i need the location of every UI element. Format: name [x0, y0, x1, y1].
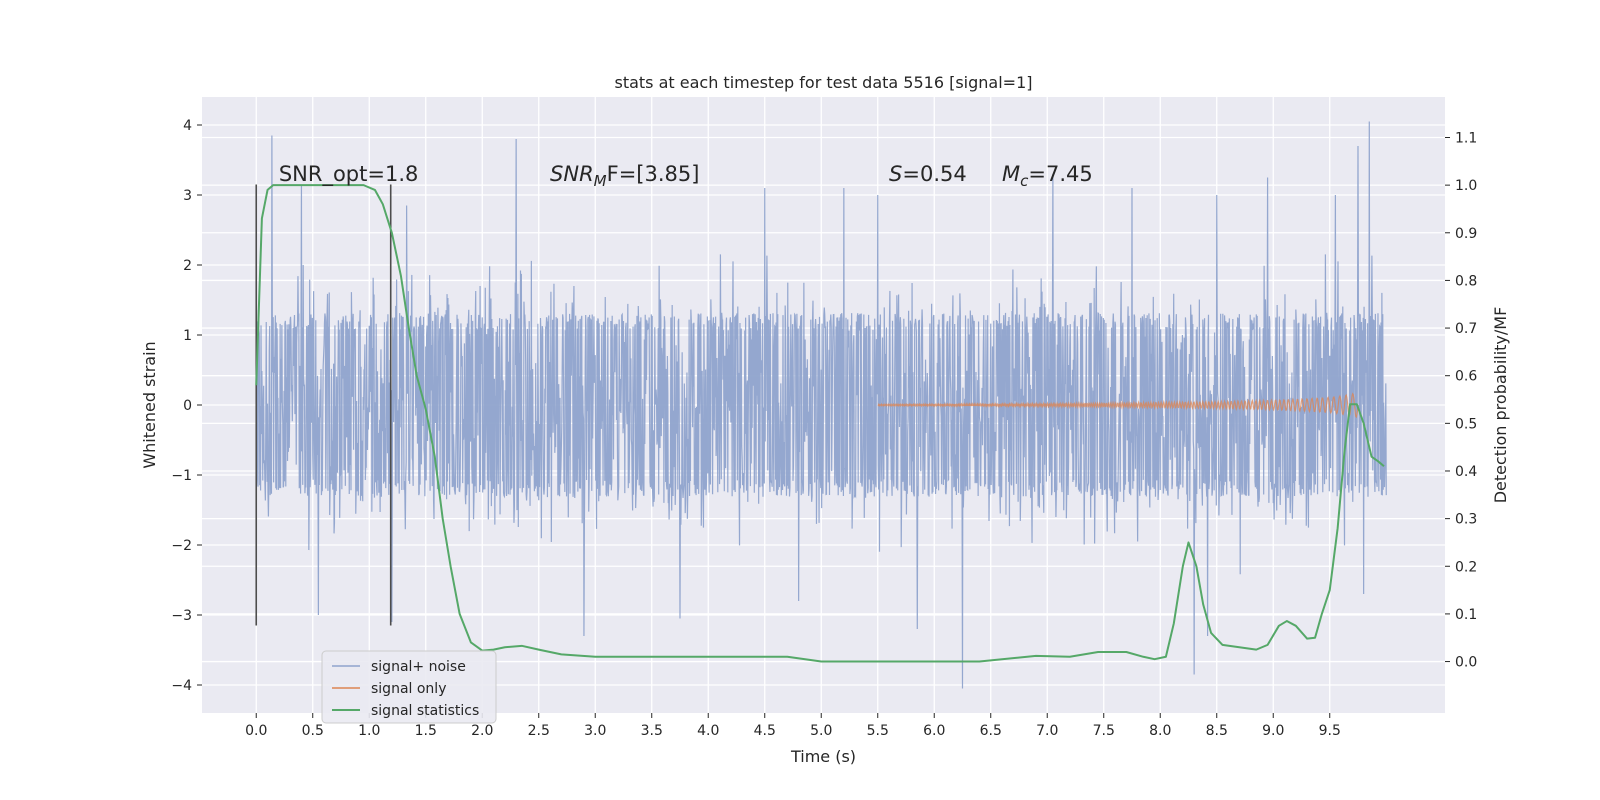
x-tick-label: 3.0 — [584, 723, 606, 739]
y2-tick-label: 0.3 — [1455, 512, 1477, 528]
y-tick-label: 0 — [183, 398, 192, 414]
x-tick-label: 1.0 — [358, 723, 380, 739]
x-tick-label: 8.5 — [1206, 723, 1228, 739]
y2-tick-label: 0.5 — [1455, 416, 1477, 432]
series-signal-plus-noise — [255, 121, 1387, 689]
x-tick-label: 7.0 — [1036, 723, 1058, 739]
y2-tick-label: 0.1 — [1455, 607, 1477, 623]
y-tick-label: 4 — [183, 118, 192, 134]
y2-tick-label: 0.6 — [1455, 369, 1477, 385]
y2-tick-label: 0.9 — [1455, 226, 1477, 242]
annotations: SNR_opt=1.8 SNRMF=[3.85] S=0.54 Mc=7.45 — [279, 162, 1093, 190]
x-tick-label: 7.5 — [1093, 723, 1115, 739]
x-tick-label: 0.5 — [302, 723, 324, 739]
x-tick-label: 1.5 — [415, 723, 437, 739]
y-tick-label: −4 — [171, 678, 192, 694]
annotation-s-symbol: S — [889, 162, 902, 186]
annotation-snr-opt: SNR_opt=1.8 — [279, 162, 419, 187]
series-signal-statistics — [255, 184, 1385, 663]
annotation-mc-symbol: M — [1002, 162, 1020, 186]
y-axis-label: Whitened strain — [140, 341, 159, 468]
vertical-markers — [255, 184, 392, 626]
x-tick-label: 8.0 — [1149, 723, 1171, 739]
series-signal-only — [877, 392, 1359, 419]
x-tick-label: 9.5 — [1319, 723, 1341, 739]
y2-tick-label: 0.2 — [1455, 559, 1477, 575]
x-tick-label: 4.0 — [697, 723, 719, 739]
x-tick-label: 4.5 — [754, 723, 776, 739]
legend: signal+ noise signal only signal statistic… — [321, 650, 497, 724]
annotation-mc: Mc=7.45 — [1002, 162, 1093, 190]
y-tick-label: −1 — [171, 468, 192, 484]
legend-label: signal only — [371, 681, 446, 697]
y-tick-label: 2 — [183, 258, 192, 274]
y2-tick-label: 0.8 — [1455, 273, 1477, 289]
x-tick-label: 0.0 — [245, 723, 267, 739]
x-axis-ticks: 0.0 0.5 1.0 1.5 2.0 2.5 3.0 3.5 4.0 4.5 5.0 5.5 6.0 6… — [245, 713, 1341, 739]
legend-label: signal statistics — [371, 703, 479, 719]
x-tick-label: 2.5 — [528, 723, 550, 739]
annotation-s-value: =0.54 — [902, 162, 966, 186]
annotation-mc-sub: c — [1020, 172, 1029, 190]
y-tick-label: 1 — [183, 328, 192, 344]
signal-only-line — [877, 392, 1359, 419]
annotation-mc-value: =7.45 — [1028, 162, 1092, 186]
annotation-snr-mf-sub: M — [594, 172, 607, 190]
x-axis-label: Time (s) — [790, 747, 856, 766]
x-tick-label: 3.5 — [641, 723, 663, 739]
y2-tick-label: 0.4 — [1455, 464, 1477, 480]
y-axis-ticks: −4 −3 −2 −1 0 1 2 3 4 — [171, 118, 202, 694]
legend-label: signal+ noise — [371, 659, 466, 675]
x-tick-label: 5.0 — [810, 723, 832, 739]
y2-tick-label: 1.1 — [1455, 130, 1477, 146]
annotation-s: S=0.54 — [889, 162, 967, 186]
y-tick-label: 3 — [183, 188, 192, 204]
chart-title: stats at each timestep for test data 551… — [614, 73, 1032, 92]
signal-noise-line — [255, 121, 1387, 689]
x-tick-label: 6.0 — [923, 723, 945, 739]
x-tick-label: 6.5 — [980, 723, 1002, 739]
x-tick-label: 5.5 — [867, 723, 889, 739]
x-tick-label: 9.0 — [1262, 723, 1284, 739]
annotation-snr-mf-base: SNR — [550, 162, 594, 186]
y2-tick-label: 0.7 — [1455, 321, 1477, 337]
y2-tick-label: 1.0 — [1455, 178, 1477, 194]
y2-tick-label: 0.0 — [1455, 655, 1477, 671]
signal-statistics-line — [255, 184, 1385, 663]
x-tick-label: 2.0 — [471, 723, 493, 739]
y-tick-label: −2 — [171, 538, 192, 554]
legend-box — [321, 650, 497, 724]
annotation-snr-mf-value: F=[3.85] — [607, 162, 700, 186]
y-tick-label: −3 — [171, 608, 192, 624]
y2-axis-label: Detection probability/MF — [1491, 307, 1510, 504]
y2-axis-ticks: 0.0 0.1 0.2 0.3 0.4 0.5 0.6 0.7 0.8 0.9 1.0 1.1 — [1445, 130, 1477, 671]
annotation-snr-mf: SNRMF=[3.85] — [550, 162, 699, 190]
